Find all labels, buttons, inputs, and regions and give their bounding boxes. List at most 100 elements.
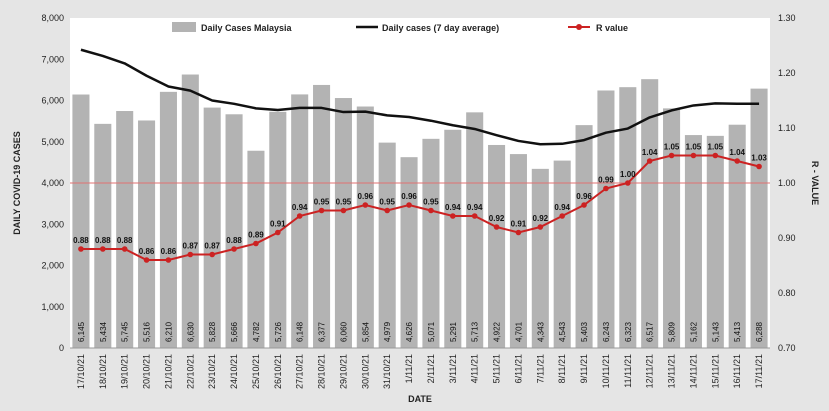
left-axis-tick-label: 3,000	[41, 219, 64, 229]
r-value-label: 0.87	[183, 242, 199, 251]
r-value-point	[100, 246, 106, 252]
r-value-label: 0.94	[467, 203, 483, 212]
r-value-label: 0.92	[489, 214, 505, 223]
x-axis-tick-label: 28/10/21	[317, 354, 327, 389]
r-value-point	[406, 202, 412, 208]
bar-value-label: 5,828	[208, 321, 217, 342]
r-value-point	[756, 163, 762, 170]
bar-value-label: 5,143	[711, 321, 720, 342]
left-axis-tick-label: 7,000	[41, 54, 64, 64]
right-axis-tick-label: 1.20	[778, 68, 796, 78]
bar	[159, 91, 177, 348]
r-value-point	[668, 152, 675, 159]
r-value-label: 0.94	[554, 203, 570, 212]
right-axis-tick-label: 1.10	[778, 123, 796, 133]
r-value-label: 0.88	[117, 236, 133, 245]
r-value-label: 0.92	[533, 214, 549, 223]
x-axis-tick-label: 17/11/21	[754, 354, 764, 388]
r-value-point	[537, 224, 544, 230]
r-value-point	[734, 158, 740, 164]
bar	[116, 111, 134, 349]
bar	[466, 112, 484, 348]
bar-labels-layer: 6,145 5,434 5,745 5,516 6,210 6,630 5,828 5,666…	[77, 321, 764, 342]
bar-value-label: 4,979	[383, 321, 392, 342]
r-value-point	[471, 213, 478, 219]
right-axis-tick-label: 0.90	[778, 233, 796, 243]
r-value-label: 0.91	[511, 220, 527, 229]
bar	[400, 157, 418, 348]
y-axis-title-right: R - VALUE	[810, 161, 820, 205]
r-value-label: 0.87	[204, 242, 220, 251]
x-axis-tick-label: 1/11/21	[404, 354, 414, 383]
bar	[203, 107, 221, 348]
right-axis-tick-label: 1.30	[778, 13, 796, 23]
x-axis-tick-label: 15/11/21	[710, 354, 720, 388]
bar	[94, 123, 112, 348]
r-value-point	[253, 240, 259, 247]
r-value-label: 0.95	[314, 198, 330, 207]
legend-swatch-bar	[172, 22, 196, 32]
bar-value-label: 4,701	[514, 321, 523, 342]
bar-value-label: 5,403	[580, 321, 589, 342]
left-axis-tick-label: 8,000	[41, 13, 64, 23]
x-axis-tick-label: 23/10/21	[207, 354, 217, 389]
bar-value-label: 6,148	[296, 321, 305, 342]
bar-value-label: 5,291	[449, 321, 458, 342]
bar-value-label: 5,516	[143, 321, 152, 342]
r-value-label: 1.05	[664, 143, 680, 152]
bar	[247, 150, 265, 348]
legend-label-r: R value	[596, 23, 628, 33]
r-value-label: 0.95	[423, 198, 439, 207]
x-axis-tick-label: 2/11/21	[426, 354, 436, 383]
x-axis-tick-label: 25/10/21	[251, 354, 261, 389]
x-axis-tick-label: 5/11/21	[492, 354, 502, 383]
r-value-label: 0.86	[161, 247, 177, 256]
x-axis-tick-label: 26/10/21	[273, 354, 283, 389]
r-value-label: 0.96	[401, 192, 417, 201]
r-value-label: 1.00	[620, 170, 636, 179]
legend-label-bar: Daily Cases Malaysia	[201, 23, 293, 33]
average-line-layer	[80, 48, 760, 146]
x-axis-title: DATE	[408, 394, 432, 404]
left-axis-tick-label: 6,000	[41, 96, 64, 106]
bar	[422, 138, 440, 348]
bars-layer	[72, 74, 768, 349]
r-value-point	[625, 180, 631, 186]
r-value-point	[275, 229, 281, 236]
bar-value-label: 4,543	[558, 321, 567, 342]
x-axis-tick-label: 19/10/21	[120, 354, 130, 389]
r-value-line	[80, 154, 760, 261]
bar	[641, 79, 659, 349]
x-axis-tick-label: 7/11/21	[535, 354, 545, 383]
r-value-point	[581, 202, 587, 208]
r-value-point	[143, 257, 150, 263]
r-value-point	[559, 213, 565, 219]
r-value-label: 0.86	[139, 247, 155, 256]
r-value-label: 1.04	[729, 148, 745, 157]
bar	[575, 125, 593, 348]
r-value-point	[515, 229, 522, 236]
x-axis-tick-label: 9/11/21	[579, 354, 589, 383]
r-value-label: 0.89	[248, 231, 264, 240]
y-axis-title-left: DAILY COVID-19 CASES	[12, 131, 22, 235]
r-value-point	[78, 246, 84, 252]
r-value-point	[646, 158, 653, 164]
r-value-label: 0.95	[379, 198, 395, 207]
r-value-point	[187, 251, 194, 258]
x-axis-tick-label: 24/10/21	[229, 354, 239, 389]
bar	[225, 114, 243, 348]
right-axis-tick-label: 0.70	[778, 343, 796, 353]
bar	[72, 94, 90, 349]
bar	[706, 135, 724, 348]
bar-value-label: 4,782	[252, 321, 261, 342]
left-axis-tick-label: 1,000	[41, 302, 64, 312]
legend: Daily Cases Malaysia Daily cases (7 day …	[172, 22, 628, 33]
r-value-point	[362, 202, 369, 208]
r-value-layer: 0.88 0.88 0.88 0.86 0.86 0.87 0.87 0.88 0.89 0.91…	[73, 143, 767, 263]
right-axis-tick-label: 0.80	[778, 288, 796, 298]
bar	[291, 94, 309, 349]
bar	[553, 160, 571, 348]
x-axis-tick-label: 17/10/21	[76, 354, 86, 389]
r-value-point	[603, 185, 609, 192]
